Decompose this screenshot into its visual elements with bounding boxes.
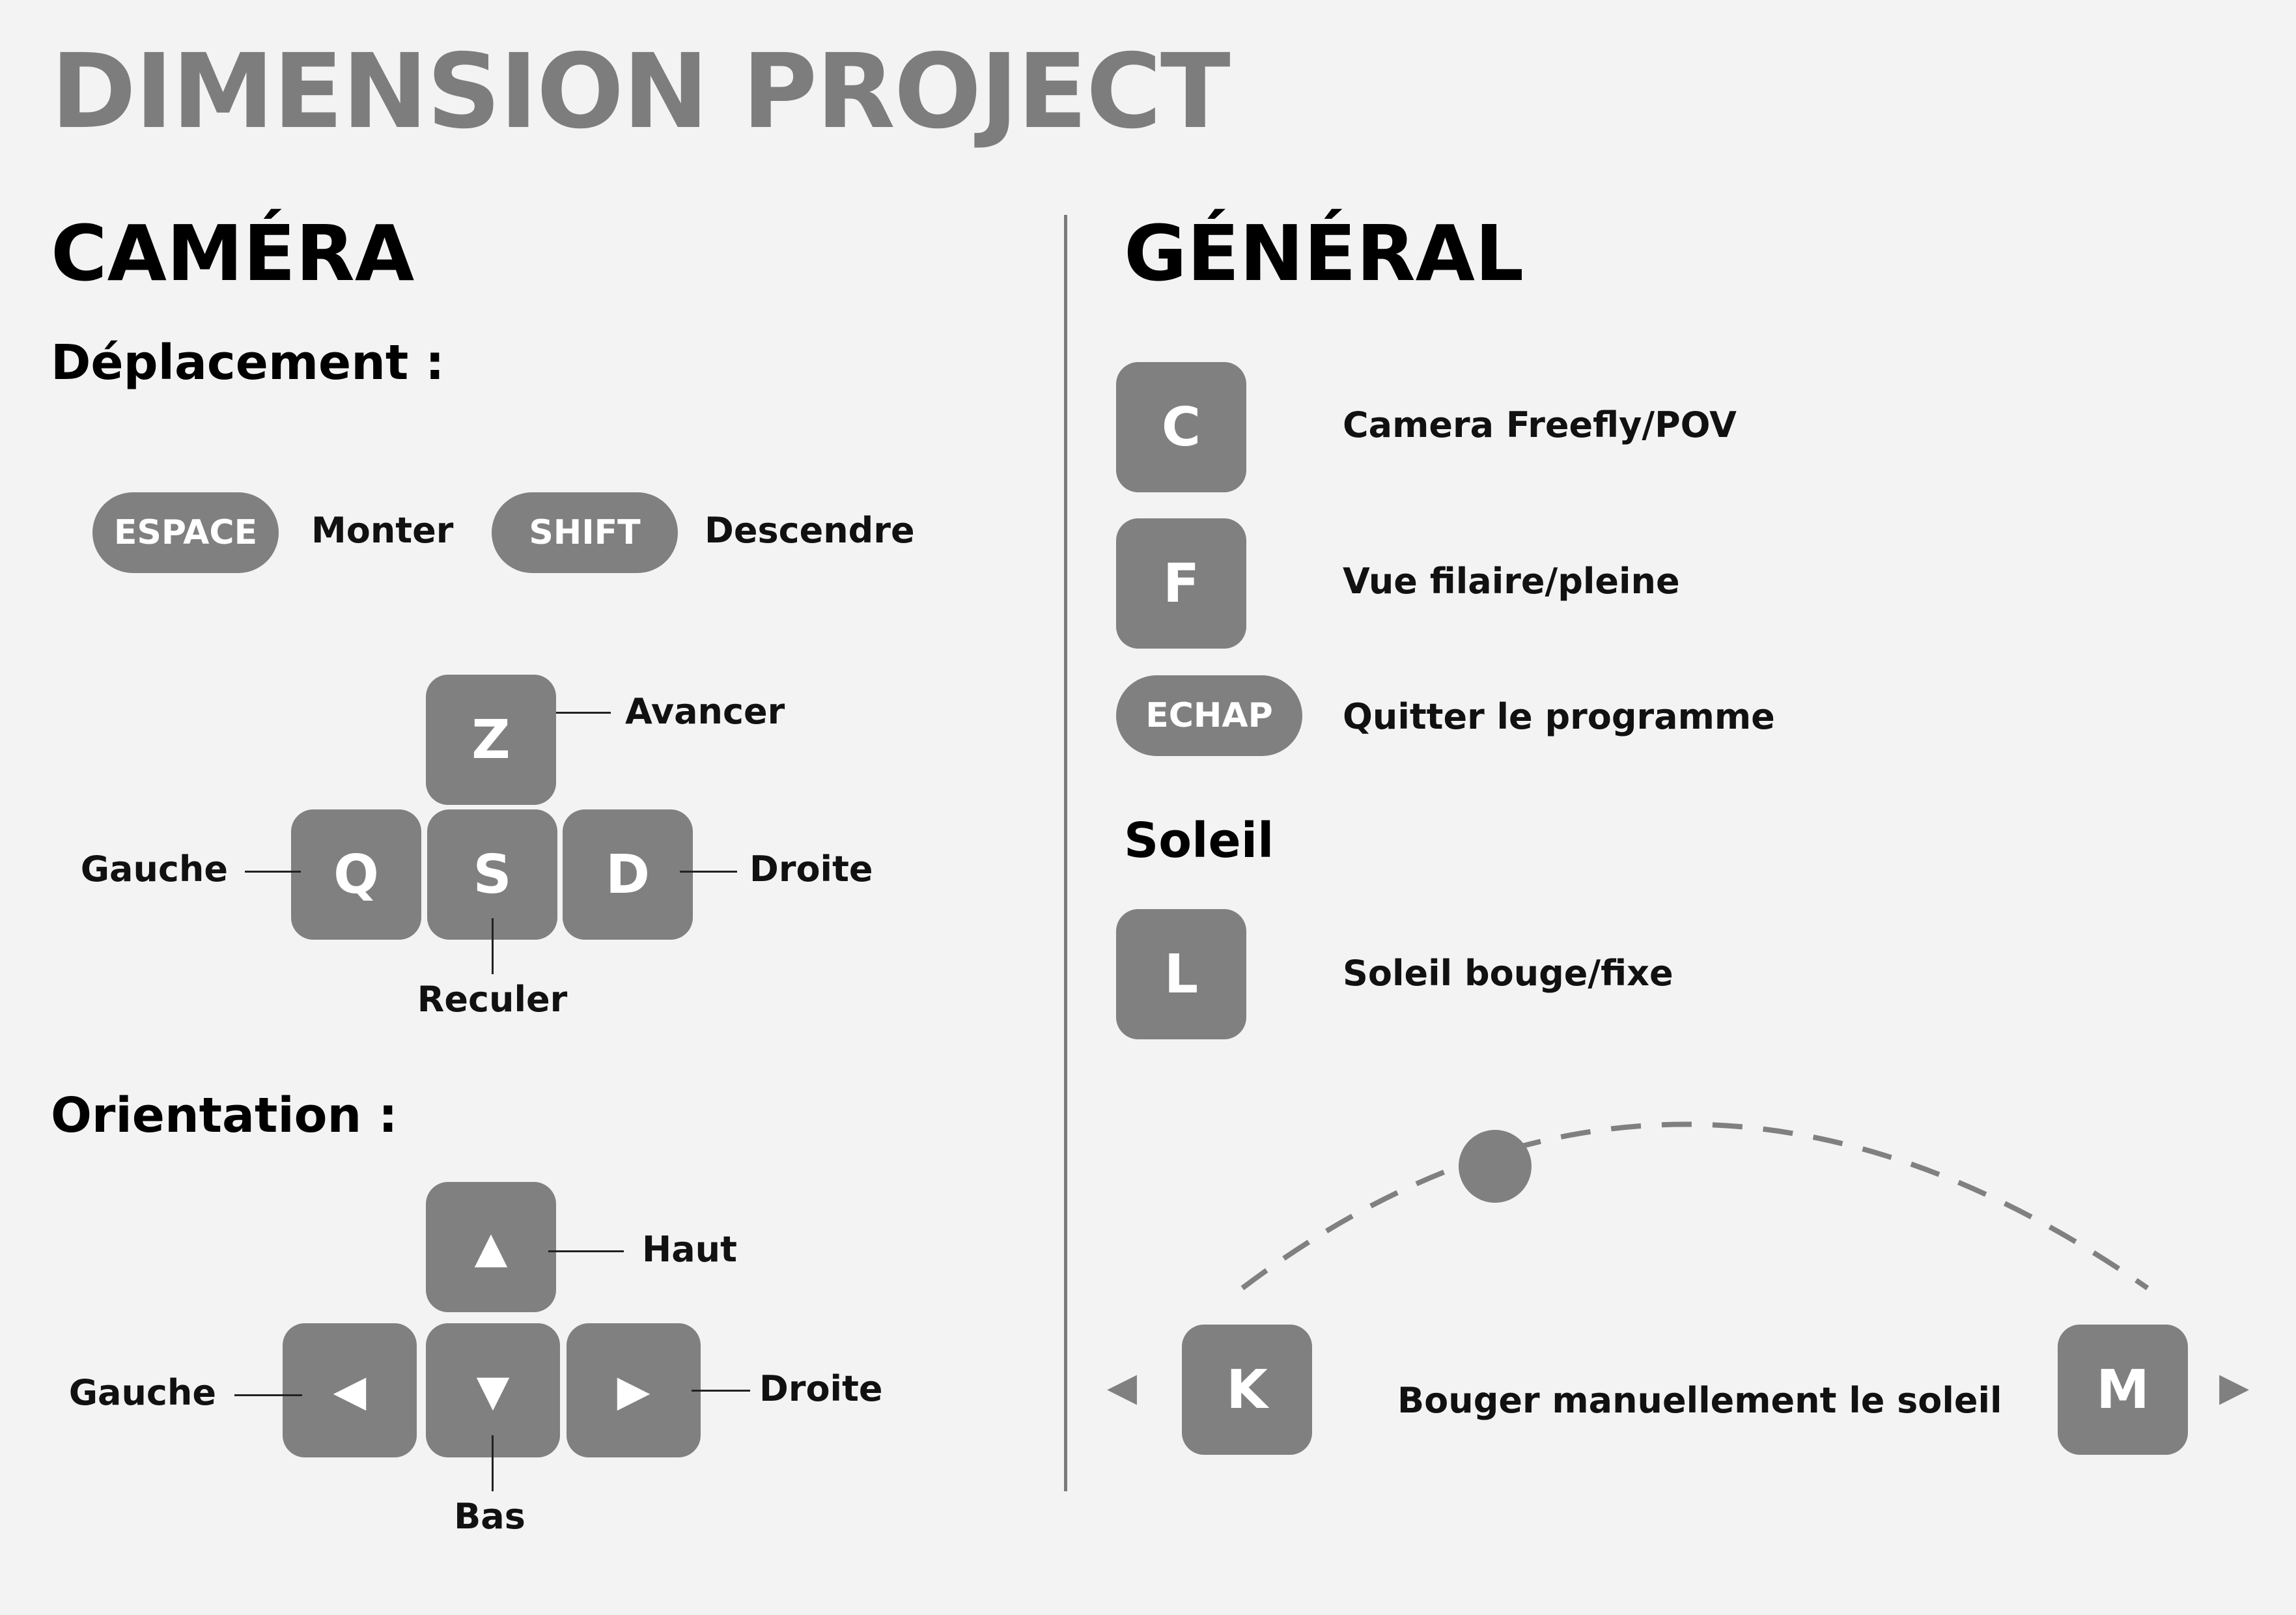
right-arrow-icon: ▶ bbox=[2219, 1364, 2250, 1410]
orientation-gauche-connector bbox=[234, 1394, 302, 1396]
c-key: C bbox=[1116, 362, 1246, 492]
left-arrow-icon: ◀ bbox=[1107, 1364, 1138, 1410]
camera-freefly-label: Camera Freefly/POV bbox=[1343, 404, 1737, 445]
camera-heading: CAMÉRA bbox=[51, 208, 415, 298]
haut-label: Haut bbox=[642, 1229, 737, 1270]
movement-heading: Déplacement : bbox=[51, 335, 445, 391]
avancer-connector bbox=[556, 712, 611, 714]
arrow-right-icon: ▶ bbox=[617, 1365, 651, 1416]
q-key: Q bbox=[291, 809, 421, 940]
arrow-up-key: ▲ bbox=[426, 1182, 556, 1312]
reculer-label: Reculer bbox=[417, 979, 568, 1020]
general-heading: GÉNÉRAL bbox=[1124, 208, 1524, 298]
arrow-down-key: ▼ bbox=[426, 1323, 560, 1457]
z-key: Z bbox=[426, 675, 556, 805]
s-key: S bbox=[427, 809, 557, 940]
gauche-label: Gauche bbox=[80, 849, 228, 890]
column-divider bbox=[1064, 215, 1067, 1491]
arrow-down-icon: ▼ bbox=[476, 1365, 510, 1416]
orientation-droite-label: Droite bbox=[759, 1368, 883, 1409]
m-key: M bbox=[2058, 1325, 2188, 1455]
arrow-up-icon: ▲ bbox=[474, 1222, 508, 1272]
l-key: L bbox=[1116, 909, 1246, 1039]
f-key: F bbox=[1116, 518, 1246, 649]
quitter-label: Quitter le programme bbox=[1343, 696, 1775, 737]
espace-key: ESPACE bbox=[92, 492, 279, 573]
vue-filaire-label: Vue filaire/pleine bbox=[1343, 561, 1680, 602]
soleil-bouge-label: Soleil bouge/fixe bbox=[1343, 953, 1673, 994]
shift-key: SHIFT bbox=[492, 492, 678, 573]
droite-label: Droite bbox=[749, 849, 873, 890]
orientation-heading: Orientation : bbox=[51, 1088, 398, 1144]
bouger-soleil-label: Bouger manuellement le soleil bbox=[1397, 1380, 2002, 1421]
k-key: K bbox=[1182, 1325, 1312, 1455]
orientation-gauche-label: Gauche bbox=[68, 1372, 216, 1413]
echap-key: ECHAP bbox=[1116, 675, 1302, 756]
droite-connector bbox=[680, 871, 737, 873]
orientation-droite-connector bbox=[692, 1390, 750, 1392]
bas-label: Bas bbox=[454, 1496, 525, 1537]
sun-icon bbox=[1459, 1130, 1532, 1203]
sun-path-arc bbox=[1240, 1121, 2149, 1291]
gauche-connector bbox=[245, 871, 301, 873]
reculer-connector bbox=[492, 918, 494, 974]
haut-connector bbox=[548, 1250, 624, 1252]
soleil-heading: Soleil bbox=[1124, 813, 1274, 869]
arrow-left-icon: ◀ bbox=[333, 1365, 367, 1416]
arrow-left-key: ◀ bbox=[283, 1323, 417, 1457]
arrow-right-key: ▶ bbox=[567, 1323, 701, 1457]
bas-connector bbox=[492, 1435, 494, 1491]
avancer-label: Avancer bbox=[625, 691, 785, 732]
page-title: DIMENSION PROJECT bbox=[51, 32, 1231, 152]
descendre-label: Descendre bbox=[705, 510, 915, 551]
monter-label: Monter bbox=[311, 510, 454, 551]
d-key: D bbox=[563, 809, 693, 940]
